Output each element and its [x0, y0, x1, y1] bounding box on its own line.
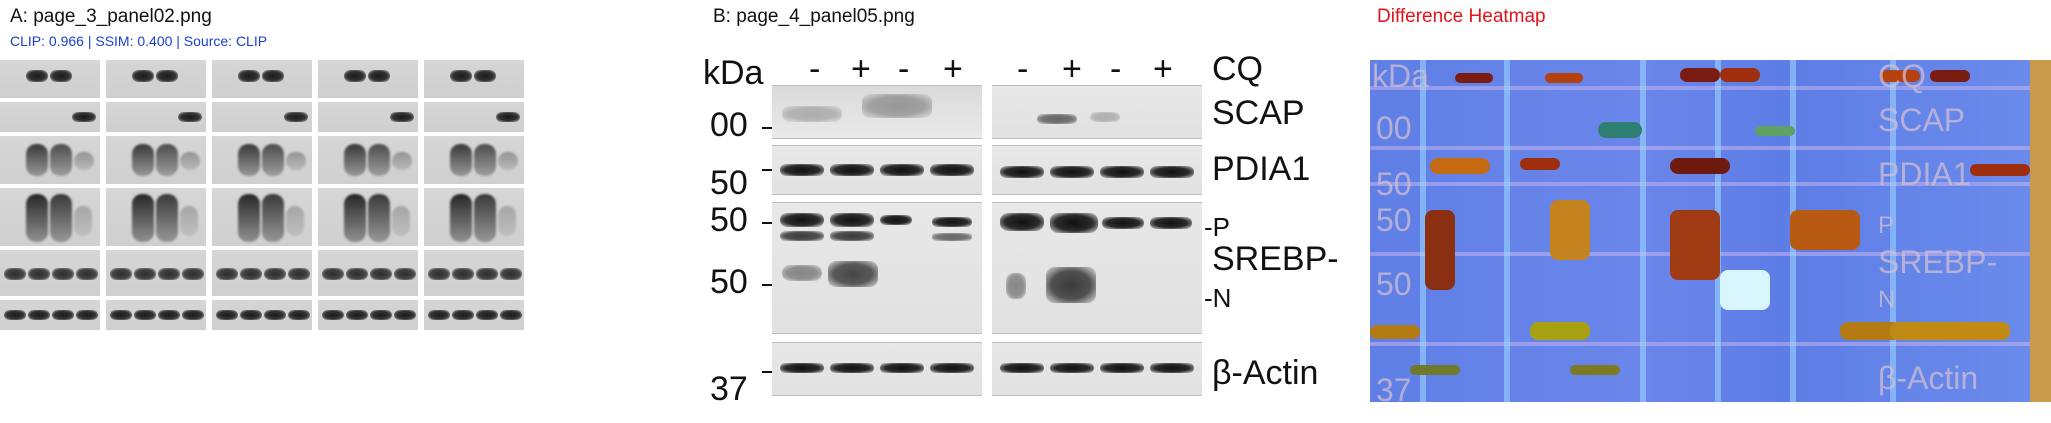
ghost-marker-50-c: 50 — [1376, 266, 1412, 302]
blot-strip — [424, 136, 524, 184]
blot-strip — [106, 250, 206, 296]
protein-pdia1: PDIA1 — [1212, 150, 1311, 188]
blot-strip — [424, 102, 524, 132]
blot-strip — [106, 102, 206, 132]
marker-50-b: 50 — [710, 201, 748, 239]
ghost-marker-50-b: 50 — [1376, 202, 1412, 238]
ghost-cq: CQ — [1878, 60, 1926, 94]
blot-pdia1-right — [992, 145, 1202, 195]
lane-left-1: - — [809, 50, 821, 88]
protein-actin: β-Actin — [1212, 354, 1319, 392]
ghost-kda: kDa — [1372, 60, 1429, 94]
ghost-scap: SCAP — [1878, 102, 1966, 138]
blot-strip — [0, 250, 100, 296]
panel-b-image: kDa - + - + - + - + CQ — [700, 50, 1360, 410]
blot-strip — [212, 188, 312, 246]
blot-strip — [424, 300, 524, 330]
blot-srebp-left — [772, 202, 982, 334]
protein-scap: SCAP — [1212, 94, 1305, 132]
kda-label: kDa — [703, 54, 764, 92]
blot-strip — [212, 250, 312, 296]
panel-b-title: B: page_4_panel05.png — [713, 6, 915, 27]
blot-srebp-right — [992, 202, 1202, 334]
blot-strip — [318, 136, 418, 184]
blot-scap-right — [992, 85, 1202, 139]
blot-strip — [212, 300, 312, 330]
lane-right-2: + — [1062, 50, 1082, 88]
marker-50-c: 50 — [710, 263, 748, 301]
lane-left-2: + — [851, 50, 871, 88]
blot-strip — [0, 136, 100, 184]
marker-37: 37 — [710, 370, 748, 408]
blot-strip — [424, 60, 524, 98]
blot-strip — [0, 102, 100, 132]
blot-strip — [318, 188, 418, 246]
lane-left-3: - — [898, 50, 910, 88]
lane-right-1: - — [1017, 50, 1029, 88]
blot-strip — [106, 60, 206, 98]
ghost-marker-50-a: 50 — [1376, 166, 1412, 202]
marker-00: 00 — [710, 106, 748, 144]
difference-heatmap: kDa CQ SCAP PDIA1 P SREBP- N β-Actin 00 … — [1370, 60, 2051, 402]
panel-a-metrics: CLIP: 0.966 | SSIM: 0.400 | Source: CLIP — [10, 33, 268, 49]
blot-scap-left — [772, 85, 982, 139]
blot-strip — [0, 300, 100, 330]
blot-pdia1-left — [772, 145, 982, 195]
blot-strip — [106, 188, 206, 246]
blot-strip — [318, 300, 418, 330]
blot-strip — [106, 300, 206, 330]
lane-right-4: + — [1153, 50, 1173, 88]
condition-label: CQ — [1212, 50, 1263, 88]
ghost-pdia1: PDIA1 — [1878, 156, 1971, 192]
blot-strip — [0, 60, 100, 98]
ghost-marker-37: 37 — [1376, 372, 1412, 402]
blot-strip — [212, 136, 312, 184]
marker-50-a: 50 — [710, 164, 748, 202]
panel-c-title: Difference Heatmap — [1377, 6, 1546, 27]
panel-a-title: A: page_3_panel02.png — [10, 6, 212, 27]
blot-strip — [0, 188, 100, 246]
protein-srebp: SREBP- — [1212, 240, 1339, 278]
protein-srebp-n: -N — [1204, 283, 1232, 313]
blot-strip — [424, 250, 524, 296]
ghost-marker-00: 00 — [1376, 110, 1412, 146]
blot-strip — [212, 102, 312, 132]
ghost-actin: β-Actin — [1878, 360, 1979, 396]
ghost-p: P — [1878, 212, 1895, 239]
blot-actin-left — [772, 342, 982, 396]
blot-strip — [318, 102, 418, 132]
lane-right-3: - — [1110, 50, 1122, 88]
protein-srebp-p: -P — [1204, 212, 1230, 242]
blot-strip — [424, 188, 524, 246]
blot-strip — [106, 136, 206, 184]
blot-strip — [318, 60, 418, 98]
panel-a-image — [0, 60, 684, 402]
ghost-srebp: SREBP- — [1878, 244, 1998, 280]
blot-strip — [212, 60, 312, 98]
blot-strip — [318, 250, 418, 296]
lane-left-4: + — [943, 50, 963, 88]
blot-actin-right — [992, 342, 1202, 396]
ghost-n: N — [1878, 286, 1896, 313]
